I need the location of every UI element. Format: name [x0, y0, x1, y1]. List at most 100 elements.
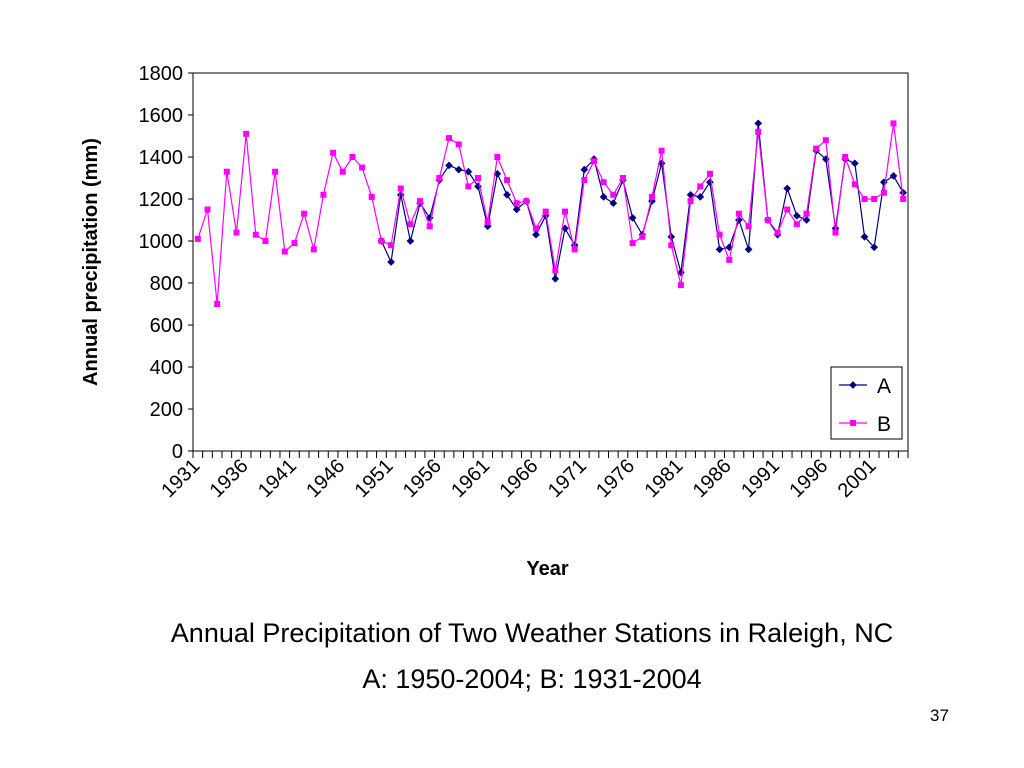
data-point-b: [581, 177, 588, 184]
data-point-a: [609, 199, 618, 208]
y-tick-label: 1200: [139, 189, 184, 211]
data-point-b: [745, 223, 752, 230]
data-point-b: [320, 191, 327, 198]
data-point-b: [194, 235, 201, 242]
y-tick-label: 1800: [139, 63, 184, 85]
x-tick-label: 1991: [737, 455, 784, 502]
data-point-b: [803, 210, 810, 217]
data-point-b: [533, 225, 540, 232]
data-point-a: [802, 216, 811, 224]
data-point-a: [879, 178, 888, 187]
data-point-b: [378, 238, 385, 244]
x-tick-label: 1996: [785, 455, 832, 502]
data-point-b: [784, 206, 791, 213]
data-point-a: [445, 161, 454, 170]
data-point-b: [880, 189, 887, 196]
data-point-b: [542, 208, 549, 215]
data-point-b: [900, 196, 907, 202]
series-b: [194, 120, 907, 307]
data-point-b: [774, 229, 781, 236]
data-point-b: [677, 282, 684, 289]
data-point-b: [417, 198, 424, 205]
data-point-b: [735, 210, 742, 217]
x-tick-label: 1981: [640, 455, 687, 502]
data-point-b: [262, 238, 269, 244]
data-point-b: [610, 191, 617, 198]
data-point-a: [783, 184, 792, 193]
data-point-b: [600, 179, 607, 186]
x-tick-label: 1986: [689, 455, 736, 502]
data-point-b: [706, 170, 713, 177]
y-tick-label: 400: [150, 357, 183, 379]
data-point-b: [504, 177, 511, 184]
data-point-a: [715, 245, 724, 254]
y-tick-label: 800: [150, 273, 183, 295]
data-point-b: [513, 200, 520, 207]
data-point-b: [813, 145, 820, 152]
data-point-b: [397, 185, 404, 192]
data-point-b: [310, 246, 317, 253]
data-point-b: [571, 246, 578, 253]
data-point-a: [850, 159, 859, 168]
data-point-b: [388, 242, 395, 249]
data-point-a: [889, 171, 898, 180]
x-tick-label: 1966: [496, 455, 543, 502]
data-point-b: [851, 181, 858, 188]
data-point-b: [755, 128, 762, 135]
data-point-b: [861, 196, 868, 202]
data-point-a: [792, 211, 801, 220]
data-point-b: [793, 221, 800, 228]
data-point-a: [696, 192, 705, 201]
data-point-b: [552, 267, 559, 274]
data-point-b: [658, 147, 665, 154]
data-point-b: [272, 168, 279, 175]
data-point-b: [214, 301, 221, 307]
data-point-a: [628, 213, 637, 222]
data-point-b: [301, 210, 308, 217]
data-point-b: [407, 221, 414, 228]
data-point-b: [349, 154, 356, 160]
data-point-b: [330, 149, 337, 156]
data-point-a: [503, 190, 511, 199]
x-tick-label: 1941: [254, 455, 301, 502]
data-point-b: [359, 164, 366, 171]
x-tick-label: 1971: [544, 455, 591, 502]
x-tick-label: 1951: [351, 455, 398, 502]
data-point-b: [252, 231, 259, 238]
data-point-b: [446, 135, 453, 142]
data-point-b: [465, 183, 472, 190]
x-tick-label: 1936: [206, 455, 253, 502]
legend-label-a: A: [877, 375, 891, 398]
data-point-a: [860, 232, 869, 241]
legend-label-b: B: [877, 413, 891, 436]
y-tick-label: 200: [150, 399, 183, 421]
x-tick-label: 1946: [302, 455, 349, 502]
data-point-b: [668, 242, 675, 249]
data-point-b: [494, 154, 501, 160]
data-point-b: [648, 193, 655, 200]
y-tick-label: 1000: [139, 231, 184, 253]
data-point-b: [561, 208, 568, 215]
precipitation-chart: 0 200 400 600 800 1000 1200 1400 1600 1800 1931 193…: [80, 63, 909, 580]
x-tick-label: 1961: [447, 455, 494, 502]
data-point-b: [726, 256, 733, 263]
data-point-b: [842, 154, 849, 160]
data-point-b: [697, 183, 704, 190]
data-point-b: [291, 240, 298, 247]
caption-title: Annual Precipitation of Two Weather Stat…: [170, 618, 894, 648]
legend: AB: [830, 366, 903, 440]
data-point-a: [599, 192, 608, 201]
data-point-b: [523, 198, 530, 205]
data-point-b: [687, 198, 694, 205]
y-tick-label: 0: [172, 441, 183, 463]
data-point-b: [890, 120, 897, 127]
x-tick-label: 1931: [157, 455, 204, 502]
data-point-b: [455, 141, 462, 148]
data-point-b: [871, 196, 878, 202]
x-tick-label: 2001: [834, 455, 881, 502]
data-point-a: [387, 258, 396, 266]
data-point-b: [243, 130, 250, 137]
data-point-a: [406, 237, 415, 245]
data-point-b: [223, 168, 230, 175]
data-point-b: [629, 240, 636, 247]
